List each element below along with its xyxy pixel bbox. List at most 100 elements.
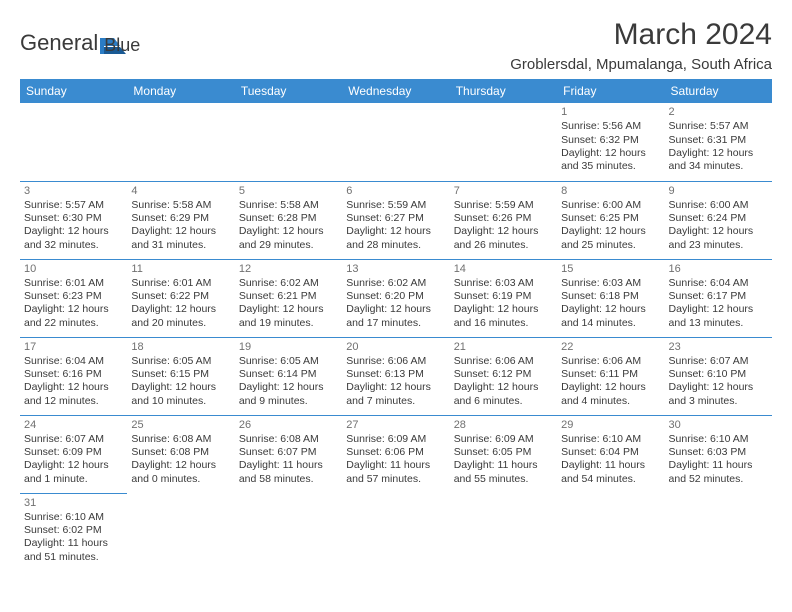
daylight-text: Daylight: 11 hours and 55 minutes.: [454, 459, 553, 486]
day-number: 15: [561, 262, 660, 276]
sunrise-text: Sunrise: 6:09 AM: [454, 433, 553, 446]
sunrise-text: Sunrise: 6:04 AM: [669, 277, 768, 290]
daylight-text: Daylight: 12 hours and 16 minutes.: [454, 303, 553, 330]
daylight-text: Daylight: 11 hours and 52 minutes.: [669, 459, 768, 486]
sunset-text: Sunset: 6:12 PM: [454, 368, 553, 381]
calendar-cell: 2Sunrise: 5:57 AMSunset: 6:31 PMDaylight…: [665, 103, 772, 181]
day-number: 10: [24, 262, 123, 276]
sunset-text: Sunset: 6:30 PM: [24, 212, 123, 225]
calendar-cell: 1Sunrise: 5:56 AMSunset: 6:32 PMDaylight…: [557, 103, 664, 181]
day-number: 23: [669, 340, 768, 354]
sunrise-text: Sunrise: 6:06 AM: [561, 355, 660, 368]
calendar-cell: 19Sunrise: 6:05 AMSunset: 6:14 PMDayligh…: [235, 337, 342, 415]
day-number: 21: [454, 340, 553, 354]
sunrise-text: Sunrise: 6:07 AM: [669, 355, 768, 368]
sunrise-text: Sunrise: 5:56 AM: [561, 120, 660, 133]
daylight-text: Daylight: 12 hours and 28 minutes.: [346, 225, 445, 252]
sunrise-text: Sunrise: 6:05 AM: [239, 355, 338, 368]
daylight-text: Daylight: 12 hours and 6 minutes.: [454, 381, 553, 408]
calendar-cell: 8Sunrise: 6:00 AMSunset: 6:25 PMDaylight…: [557, 181, 664, 259]
daylight-text: Daylight: 12 hours and 35 minutes.: [561, 147, 660, 174]
calendar-cell: [557, 493, 664, 571]
daylight-text: Daylight: 12 hours and 29 minutes.: [239, 225, 338, 252]
calendar-cell: 5Sunrise: 5:58 AMSunset: 6:28 PMDaylight…: [235, 181, 342, 259]
calendar-cell: 24Sunrise: 6:07 AMSunset: 6:09 PMDayligh…: [20, 415, 127, 493]
sunrise-text: Sunrise: 6:01 AM: [131, 277, 230, 290]
calendar-cell: [235, 103, 342, 181]
sunrise-text: Sunrise: 6:03 AM: [454, 277, 553, 290]
day-number: 14: [454, 262, 553, 276]
weekday-header: Monday: [127, 79, 234, 103]
calendar-cell: [450, 493, 557, 571]
day-number: 13: [346, 262, 445, 276]
sunset-text: Sunset: 6:13 PM: [346, 368, 445, 381]
calendar-cell: 30Sunrise: 6:10 AMSunset: 6:03 PMDayligh…: [665, 415, 772, 493]
sunrise-text: Sunrise: 6:02 AM: [346, 277, 445, 290]
calendar-cell: 16Sunrise: 6:04 AMSunset: 6:17 PMDayligh…: [665, 259, 772, 337]
daylight-text: Daylight: 12 hours and 25 minutes.: [561, 225, 660, 252]
sunset-text: Sunset: 6:19 PM: [454, 290, 553, 303]
sunset-text: Sunset: 6:14 PM: [239, 368, 338, 381]
daylight-text: Daylight: 12 hours and 9 minutes.: [239, 381, 338, 408]
sunrise-text: Sunrise: 6:03 AM: [561, 277, 660, 290]
sunrise-text: Sunrise: 5:59 AM: [454, 199, 553, 212]
sunrise-text: Sunrise: 5:59 AM: [346, 199, 445, 212]
calendar-row: 17Sunrise: 6:04 AMSunset: 6:16 PMDayligh…: [20, 337, 772, 415]
daylight-text: Daylight: 11 hours and 51 minutes.: [24, 537, 123, 564]
day-number: 6: [346, 184, 445, 198]
sunset-text: Sunset: 6:05 PM: [454, 446, 553, 459]
calendar-row: 24Sunrise: 6:07 AMSunset: 6:09 PMDayligh…: [20, 415, 772, 493]
daylight-text: Daylight: 12 hours and 0 minutes.: [131, 459, 230, 486]
day-number: 7: [454, 184, 553, 198]
calendar-cell: 14Sunrise: 6:03 AMSunset: 6:19 PMDayligh…: [450, 259, 557, 337]
sunset-text: Sunset: 6:18 PM: [561, 290, 660, 303]
month-title: March 2024: [510, 18, 772, 52]
location: Groblersdal, Mpumalanga, South Africa: [510, 56, 772, 73]
weekday-header: Friday: [557, 79, 664, 103]
sunset-text: Sunset: 6:10 PM: [669, 368, 768, 381]
calendar-cell: [20, 103, 127, 181]
calendar-cell: 21Sunrise: 6:06 AMSunset: 6:12 PMDayligh…: [450, 337, 557, 415]
weekday-header: Wednesday: [342, 79, 449, 103]
day-number: 19: [239, 340, 338, 354]
day-number: 25: [131, 418, 230, 432]
daylight-text: Daylight: 12 hours and 14 minutes.: [561, 303, 660, 330]
calendar-cell: [235, 493, 342, 571]
calendar-cell: [127, 103, 234, 181]
calendar-cell: 25Sunrise: 6:08 AMSunset: 6:08 PMDayligh…: [127, 415, 234, 493]
sunset-text: Sunset: 6:25 PM: [561, 212, 660, 225]
sunrise-text: Sunrise: 5:58 AM: [131, 199, 230, 212]
sunset-text: Sunset: 6:24 PM: [669, 212, 768, 225]
sunrise-text: Sunrise: 6:00 AM: [669, 199, 768, 212]
calendar-cell: 13Sunrise: 6:02 AMSunset: 6:20 PMDayligh…: [342, 259, 449, 337]
day-number: 3: [24, 184, 123, 198]
sunset-text: Sunset: 6:20 PM: [346, 290, 445, 303]
sunset-text: Sunset: 6:28 PM: [239, 212, 338, 225]
sunrise-text: Sunrise: 6:10 AM: [669, 433, 768, 446]
calendar-cell: 23Sunrise: 6:07 AMSunset: 6:10 PMDayligh…: [665, 337, 772, 415]
sunrise-text: Sunrise: 6:05 AM: [131, 355, 230, 368]
sunrise-text: Sunrise: 6:10 AM: [24, 511, 123, 524]
daylight-text: Daylight: 12 hours and 3 minutes.: [669, 381, 768, 408]
calendar-cell: [450, 103, 557, 181]
weekday-header: Saturday: [665, 79, 772, 103]
day-number: 11: [131, 262, 230, 276]
calendar-cell: 31Sunrise: 6:10 AMSunset: 6:02 PMDayligh…: [20, 493, 127, 571]
day-number: 9: [669, 184, 768, 198]
day-number: 1: [561, 105, 660, 119]
calendar-cell: 15Sunrise: 6:03 AMSunset: 6:18 PMDayligh…: [557, 259, 664, 337]
daylight-text: Daylight: 11 hours and 54 minutes.: [561, 459, 660, 486]
calendar-cell: [665, 493, 772, 571]
sunrise-text: Sunrise: 6:08 AM: [239, 433, 338, 446]
calendar-cell: [342, 493, 449, 571]
sunrise-text: Sunrise: 6:04 AM: [24, 355, 123, 368]
sunset-text: Sunset: 6:17 PM: [669, 290, 768, 303]
day-number: 30: [669, 418, 768, 432]
calendar-cell: 29Sunrise: 6:10 AMSunset: 6:04 PMDayligh…: [557, 415, 664, 493]
sunset-text: Sunset: 6:15 PM: [131, 368, 230, 381]
sunset-text: Sunset: 6:08 PM: [131, 446, 230, 459]
daylight-text: Daylight: 12 hours and 13 minutes.: [669, 303, 768, 330]
calendar-cell: 28Sunrise: 6:09 AMSunset: 6:05 PMDayligh…: [450, 415, 557, 493]
calendar-body: 1Sunrise: 5:56 AMSunset: 6:32 PMDaylight…: [20, 103, 772, 571]
calendar-row: 3Sunrise: 5:57 AMSunset: 6:30 PMDaylight…: [20, 181, 772, 259]
